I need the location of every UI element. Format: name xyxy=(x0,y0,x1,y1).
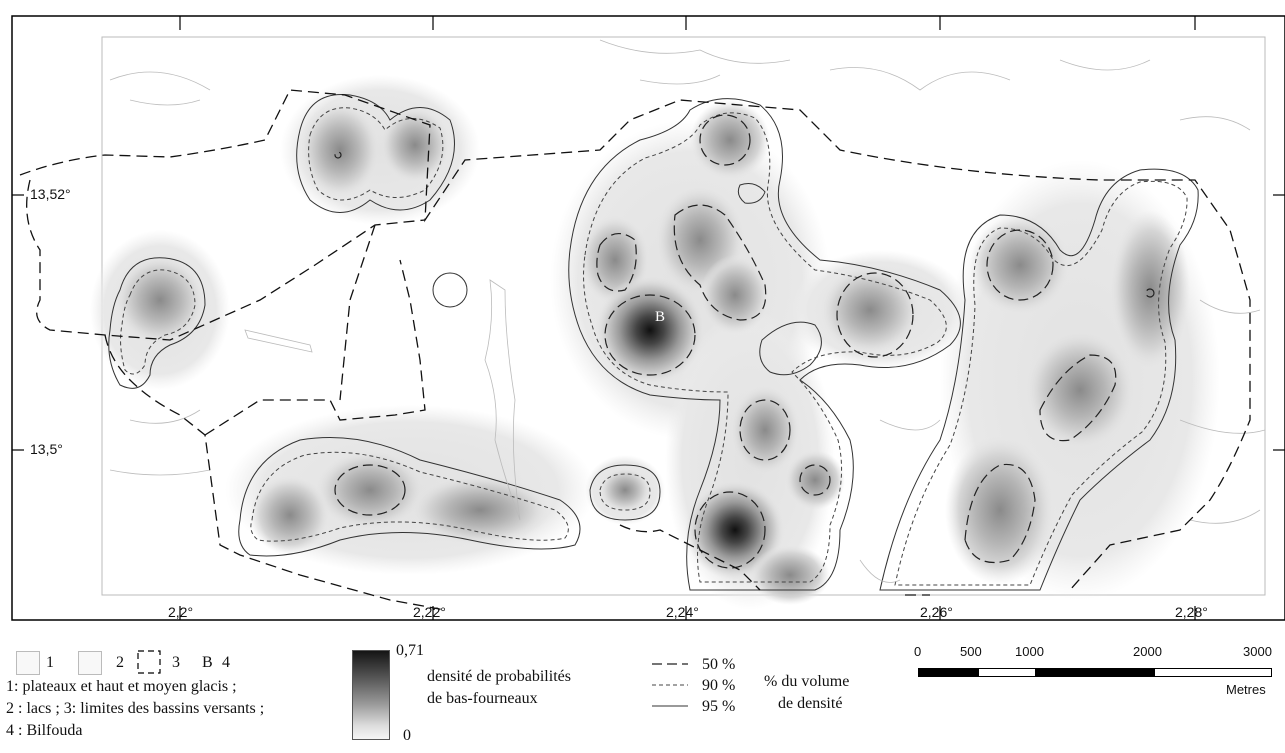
density-max-label: 0,71 xyxy=(396,642,424,659)
contour-90 xyxy=(120,107,1188,586)
legend-item-4-symbol: B xyxy=(202,654,213,671)
scale-tick-0: 0 xyxy=(914,644,922,659)
lon-label-1: 2,2° xyxy=(168,604,194,620)
legend-lakes-swatch xyxy=(78,651,102,675)
lon-label-3: 2,24° xyxy=(666,604,699,620)
density-gradient-bar xyxy=(352,650,390,740)
graticule-ticks xyxy=(12,16,1285,620)
scale-segment-2 xyxy=(978,668,1036,677)
density-blobs xyxy=(115,100,1190,605)
contour-95 xyxy=(108,93,1199,591)
lat-label-2: 13,5° xyxy=(30,441,63,457)
legend-item-3-number: 3 xyxy=(172,654,180,671)
legend-line-1: 1: plateaux et haut et moyen glacis ; xyxy=(6,678,237,695)
lon-label-5: 2,28° xyxy=(1175,604,1208,620)
watershed-boundaries xyxy=(19,89,1251,611)
density-min-label: 0 xyxy=(403,727,411,744)
density-title-line2: de bas-fourneaux xyxy=(427,690,538,707)
scale-unit-label: Metres xyxy=(1226,682,1266,697)
contour-95-label: 95 % xyxy=(702,698,736,715)
contour-title-line1: % du volume xyxy=(764,673,850,690)
scale-segment-3 xyxy=(1036,668,1154,677)
legend-item-4-number: 4 xyxy=(222,654,230,671)
legend-line-3: 4 : Bilfouda xyxy=(6,722,83,739)
scale-tick-3000: 3000 xyxy=(1243,644,1272,659)
contour-90-label: 90 % xyxy=(702,677,736,694)
legend-plateaux-swatch xyxy=(16,651,40,675)
contour-title-line2: de densité xyxy=(778,695,843,712)
lon-label-2: 2,22° xyxy=(413,604,446,620)
scale-segment-1 xyxy=(918,668,978,677)
scale-tick-500: 500 xyxy=(960,644,982,659)
lon-label-4: 2,26° xyxy=(920,604,953,620)
scale-segment-4 xyxy=(1154,668,1272,677)
lat-label-1: 13,52° xyxy=(30,186,71,202)
site-label-bilfouda: B xyxy=(655,309,666,325)
contour-50-label: 50 % xyxy=(702,656,736,673)
contour-50 xyxy=(334,114,1155,569)
legend-item-1-number: 1 xyxy=(46,654,54,671)
scale-tick-2000: 2000 xyxy=(1133,644,1162,659)
legend-line-2: 2 : lacs ; 3: limites des bassins versan… xyxy=(6,700,265,717)
lakes-and-plateaux xyxy=(109,39,1266,583)
density-title-line1: densité de probabilités xyxy=(427,668,571,685)
legend-item-2-number: 2 xyxy=(116,654,124,671)
scale-tick-1000: 1000 xyxy=(1015,644,1044,659)
legend-watershed-swatch xyxy=(137,650,161,674)
